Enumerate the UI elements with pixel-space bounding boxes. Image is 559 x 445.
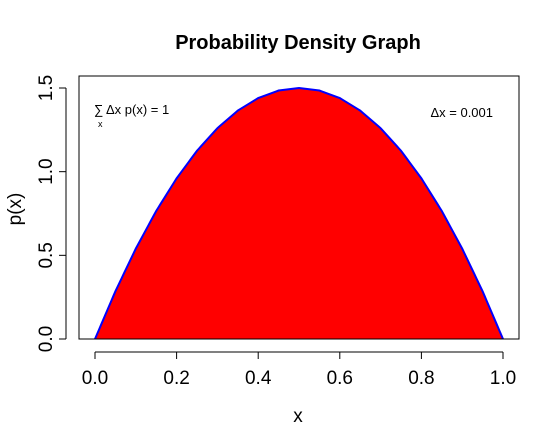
x-axis: 0.0 0.2 0.4 0.6 0.8 1.0 xyxy=(82,351,516,389)
sum-symbol: ∑ xyxy=(94,102,103,117)
sum-annotation: ∑ x Δx p(x) = 1 xyxy=(94,102,169,129)
sum-subscript: x xyxy=(98,119,103,129)
sum-equation: Δx p(x) = 1 xyxy=(106,102,169,117)
x-tick-label: 0.4 xyxy=(245,368,272,389)
x-tick-label: 0.2 xyxy=(163,368,189,389)
chart-title: Probability Density Graph xyxy=(175,32,421,54)
y-axis: 0.0 0.5 1.0 1.5 xyxy=(36,75,67,352)
plot-area xyxy=(94,86,504,340)
x-tick-label: 1.0 xyxy=(490,368,516,389)
y-tick-label: 1.5 xyxy=(36,75,57,101)
y-tick-label: 1.0 xyxy=(36,158,57,184)
x-tick-label: 0.6 xyxy=(327,368,353,389)
density-area-fill xyxy=(95,88,503,339)
y-axis-label: p(x) xyxy=(5,193,26,226)
plot-frame xyxy=(78,75,520,340)
x-tick-label: 0.0 xyxy=(82,368,108,389)
y-tick-label: 0.5 xyxy=(36,242,57,268)
y-tick-label: 0.0 xyxy=(36,326,57,352)
x-axis-label: x xyxy=(293,406,303,427)
delta-x-annotation: Δx = 0.001 xyxy=(430,105,493,120)
density-curve-line xyxy=(94,86,504,340)
x-tick-label: 0.8 xyxy=(408,368,434,389)
